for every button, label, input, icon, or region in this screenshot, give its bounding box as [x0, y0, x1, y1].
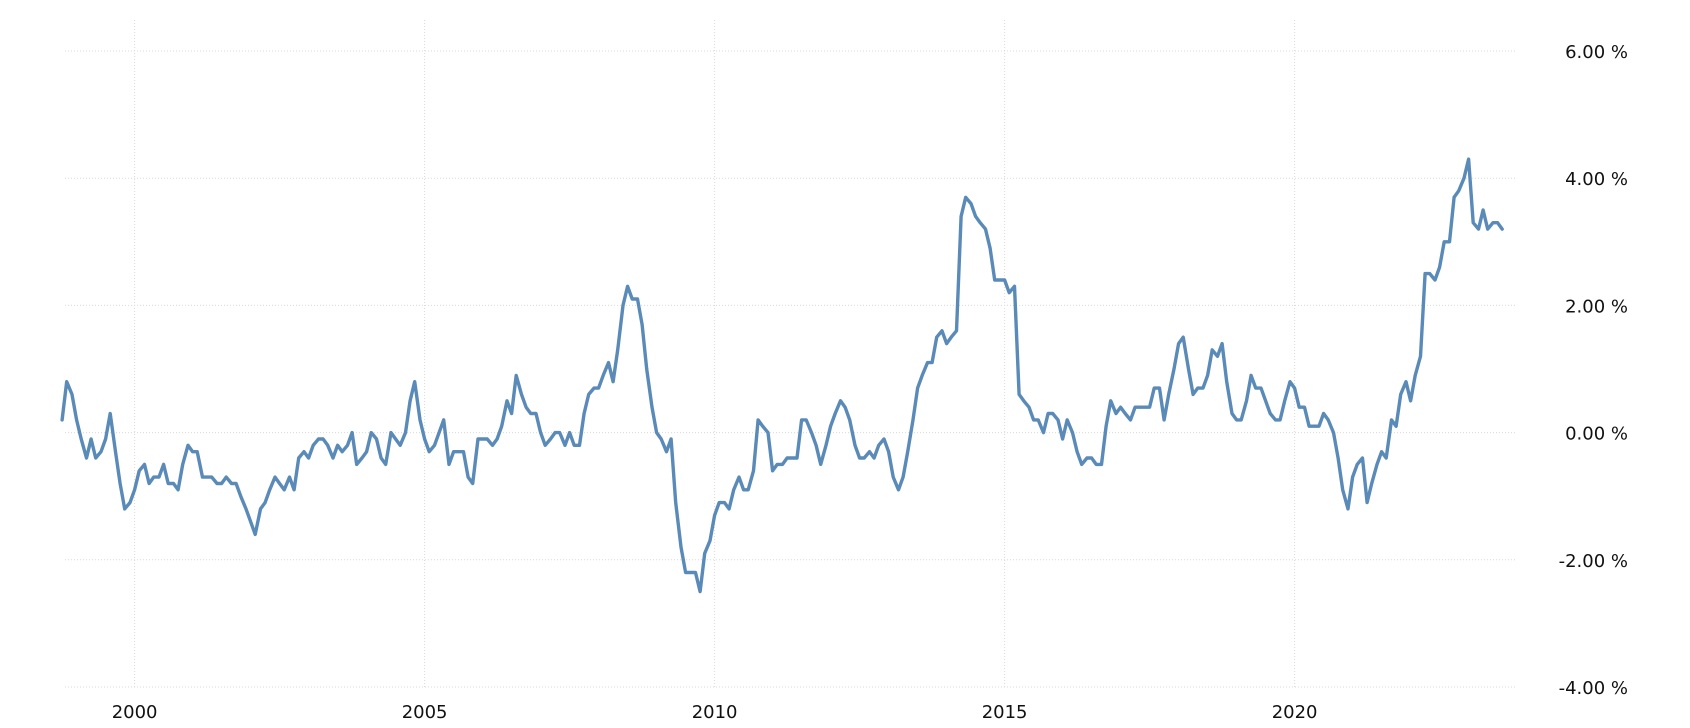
y-axis-tick-labels: 6.00 % 4.00 % 2.00 % 0.00 % -2.00 % -4.00 % [1559, 42, 1628, 699]
y-tick-label: 4.00 % [1565, 169, 1628, 190]
x-tick-label: 2015 [982, 702, 1028, 723]
vertical-gridlines [134, 20, 1296, 687]
y-tick-label: 0.00 % [1565, 424, 1628, 445]
x-tick-label: 2020 [1272, 702, 1318, 723]
y-tick-label: 2.00 % [1565, 296, 1628, 317]
y-tick-label: 6.00 % [1565, 42, 1628, 63]
x-tick-label: 2010 [692, 702, 738, 723]
horizontal-gridlines [65, 50, 1515, 688]
x-axis-tick-labels: 2000 2005 2010 2015 2020 [112, 702, 1318, 723]
y-tick-label: -2.00 % [1559, 551, 1628, 572]
series-line [60, 157, 1504, 594]
y-tick-label: -4.00 % [1559, 678, 1628, 699]
x-tick-label: 2000 [112, 702, 158, 723]
x-tick-label: 2005 [402, 702, 448, 723]
